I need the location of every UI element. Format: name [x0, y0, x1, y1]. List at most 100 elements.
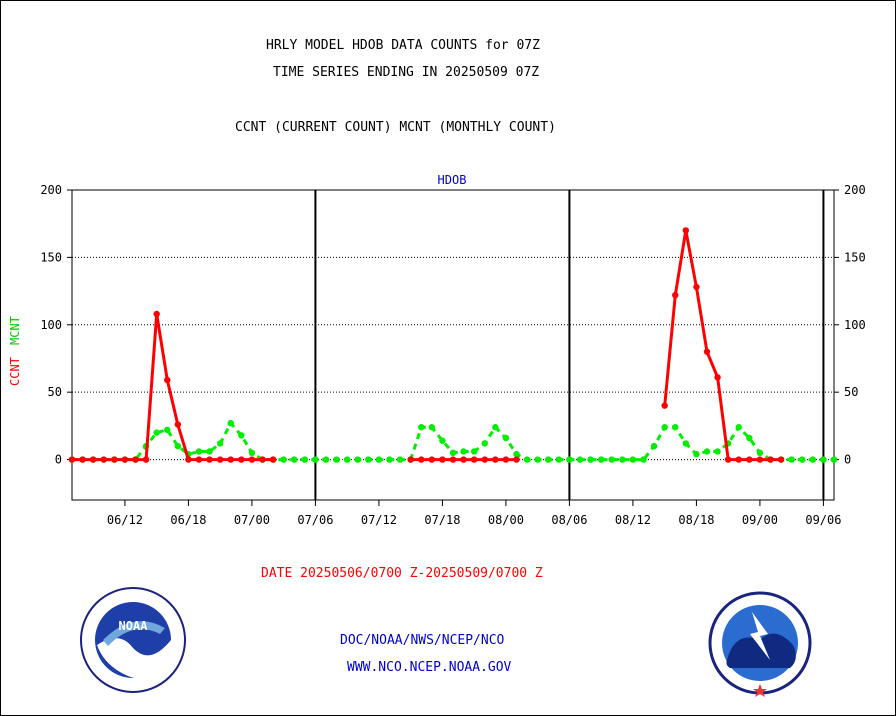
point-ccnt [756, 456, 764, 463]
point-mcnt [248, 449, 256, 457]
point-ccnt [132, 456, 139, 463]
header-subtitle: TIME SERIES ENDING IN 20250509 07Z [273, 65, 540, 80]
ytick-label-left: 150 [40, 250, 62, 264]
point-ccnt [79, 456, 86, 463]
point-mcnt [449, 449, 457, 457]
point-mcnt [238, 432, 245, 439]
point-ccnt [68, 456, 76, 463]
ytick-label-left: 0 [55, 453, 62, 467]
point-ccnt [449, 456, 457, 463]
ytick-label-right: 200 [844, 183, 866, 197]
point-ccnt [216, 456, 224, 463]
point-ccnt [714, 374, 721, 381]
point-mcnt [682, 440, 690, 447]
point-ccnt [164, 376, 171, 384]
series-line-ccnt [663, 228, 782, 462]
point-ccnt [206, 456, 213, 463]
xtick-label: 09/06 [805, 513, 841, 527]
xtick-label: 06/12 [107, 513, 143, 527]
point-ccnt [492, 456, 499, 463]
point-mcnt [746, 434, 753, 442]
point-mcnt [629, 456, 637, 463]
point-mcnt [799, 456, 806, 463]
date-range: DATE 20250506/0700 Z-20250509/0700 Z [261, 566, 543, 581]
point-mcnt [640, 456, 647, 463]
point-ccnt [682, 227, 690, 234]
header-legend-text: CCNT (CURRENT COUNT) MCNT (MONTHLY COUNT… [235, 120, 556, 135]
point-mcnt [597, 456, 605, 463]
plot-area [71, 189, 835, 501]
point-mcnt [830, 456, 838, 463]
point-mcnt [735, 424, 742, 431]
chart-title: HDOB [438, 173, 467, 187]
point-mcnt [291, 456, 298, 463]
point-mcnt [492, 424, 499, 431]
point-ccnt [693, 283, 700, 291]
point-ccnt [672, 291, 679, 299]
point-mcnt [365, 456, 372, 463]
org-text: DOC/NOAA/NWS/NCEP/NCO [340, 633, 505, 648]
xtick-label: 06/18 [170, 513, 206, 527]
point-mcnt [322, 456, 330, 463]
xtick-label: 07/00 [234, 513, 270, 527]
ytick-label-right: 0 [844, 453, 851, 467]
point-ccnt [767, 456, 774, 463]
nws-logo [708, 591, 812, 697]
point-ccnt [418, 456, 425, 463]
point-ccnt [121, 456, 129, 463]
point-mcnt [460, 448, 467, 455]
point-ccnt [428, 456, 436, 463]
point-ccnt [470, 456, 478, 463]
point-mcnt [206, 448, 213, 455]
point-ccnt [735, 456, 742, 463]
point-mcnt [280, 456, 287, 463]
header-title: HRLY MODEL HDOB DATA COUNTS for 07Z [266, 38, 540, 53]
point-ccnt [238, 456, 245, 463]
point-ccnt [174, 421, 182, 428]
xtick-label: 09/00 [742, 513, 778, 527]
point-ccnt [777, 456, 785, 463]
point-mcnt [513, 450, 520, 458]
point-mcnt [375, 456, 383, 463]
point-mcnt [470, 448, 478, 455]
xtick-label: 07/06 [297, 513, 333, 527]
point-ccnt [142, 456, 150, 463]
point-ccnt [100, 456, 107, 463]
point-mcnt [756, 449, 764, 457]
point-ccnt [185, 456, 192, 463]
point-mcnt [820, 456, 827, 463]
ytick-label-right: 50 [844, 385, 858, 399]
point-mcnt [502, 434, 510, 442]
xtick-label: 07/18 [424, 513, 460, 527]
point-mcnt [164, 426, 171, 434]
point-mcnt [523, 456, 531, 463]
point-ccnt [724, 456, 732, 463]
point-ccnt [460, 456, 467, 463]
ytick-label-left: 200 [40, 183, 62, 197]
point-mcnt [439, 437, 446, 444]
point-ccnt [248, 456, 256, 463]
point-ccnt [227, 456, 234, 463]
point-mcnt [587, 456, 594, 463]
point-mcnt [545, 456, 552, 463]
point-ccnt [502, 456, 510, 463]
point-ccnt [513, 456, 520, 463]
point-mcnt [195, 448, 203, 455]
point-ccnt [746, 456, 753, 463]
point-mcnt [354, 456, 361, 463]
point-ccnt [703, 348, 711, 355]
point-mcnt [174, 442, 182, 450]
point-ccnt [481, 456, 488, 463]
point-mcnt [333, 456, 340, 463]
point-mcnt [216, 440, 224, 447]
noaa-logo: NOAA [80, 587, 186, 693]
ylabel-mcnt: MCNT [8, 316, 22, 345]
point-mcnt [619, 456, 626, 463]
point-mcnt [672, 424, 679, 431]
point-mcnt [566, 456, 573, 463]
xtick-label: 07/12 [361, 513, 397, 527]
ytick-label-left: 50 [48, 385, 62, 399]
website-text: WWW.NCO.NCEP.NOAA.GOV [347, 660, 512, 675]
point-mcnt [428, 424, 436, 431]
